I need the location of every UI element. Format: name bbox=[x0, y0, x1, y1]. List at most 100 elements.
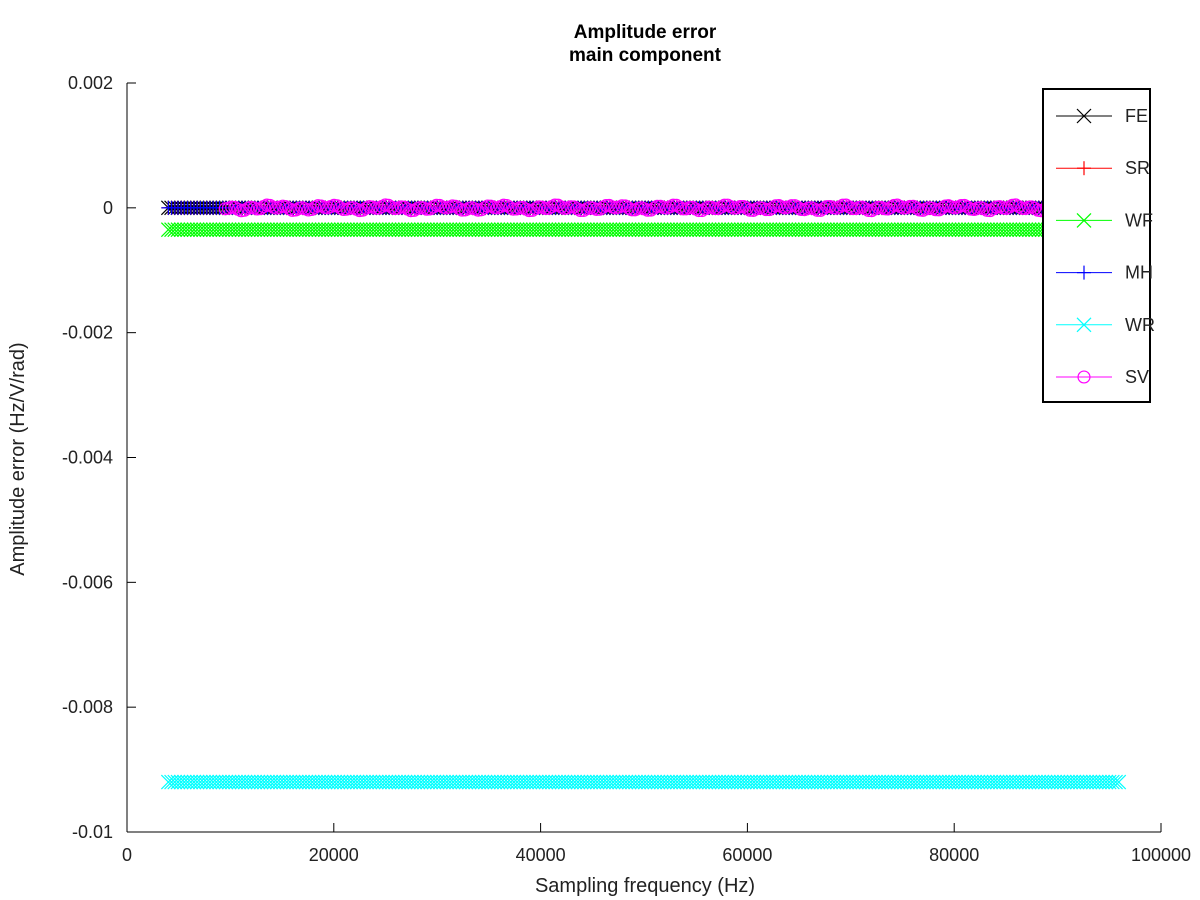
point-sv bbox=[740, 201, 754, 215]
legend: FE SR WF MH WR SV bbox=[1042, 88, 1155, 403]
legend-entry-wf: WF bbox=[1056, 210, 1153, 230]
point-sv bbox=[644, 203, 658, 217]
point-sv bbox=[356, 203, 370, 217]
legend-label: SV bbox=[1125, 367, 1149, 387]
point-sv bbox=[701, 200, 715, 214]
legend-label: WR bbox=[1125, 315, 1155, 335]
point-sv bbox=[596, 200, 610, 214]
point-sv bbox=[871, 200, 885, 215]
point-sv bbox=[836, 198, 850, 212]
series-wr bbox=[160, 774, 1127, 790]
point-sv bbox=[429, 198, 443, 212]
point-wr bbox=[1104, 774, 1120, 790]
point-sv bbox=[369, 201, 383, 215]
y-tick-label: 0.002 bbox=[68, 73, 113, 93]
point-sv bbox=[791, 200, 805, 215]
legend-label: MH bbox=[1125, 263, 1153, 283]
point-sv bbox=[785, 199, 799, 213]
legend-box bbox=[1042, 88, 1151, 403]
point-sv bbox=[765, 201, 779, 215]
point-sv bbox=[503, 200, 517, 215]
y-tick-label: -0.008 bbox=[62, 697, 113, 717]
point-sv bbox=[717, 198, 731, 212]
point-sv bbox=[986, 202, 1000, 216]
legend-label: SR bbox=[1125, 158, 1150, 178]
point-sv bbox=[551, 198, 565, 212]
point-sv bbox=[845, 202, 859, 216]
chart-subtitle: main component bbox=[569, 45, 722, 66]
point-sv bbox=[676, 202, 690, 216]
point-sv bbox=[708, 201, 722, 216]
point-sv bbox=[954, 199, 968, 213]
point-sv bbox=[817, 201, 831, 216]
point-sv bbox=[381, 198, 395, 212]
point-wr bbox=[1108, 774, 1123, 790]
point-sv bbox=[909, 201, 923, 215]
legend-marker bbox=[1076, 108, 1092, 124]
point-sv bbox=[714, 200, 728, 214]
point-sv bbox=[426, 200, 440, 214]
point-sv bbox=[858, 202, 872, 216]
point-sv bbox=[842, 200, 856, 214]
point-sv bbox=[1028, 201, 1042, 215]
x-tick-label: 20000 bbox=[309, 845, 359, 865]
legend-marker bbox=[1076, 212, 1092, 228]
point-sv bbox=[1002, 200, 1016, 214]
series-wf bbox=[160, 222, 1127, 238]
point-sv bbox=[452, 201, 466, 215]
point-sv bbox=[423, 202, 437, 216]
point-sv bbox=[810, 203, 824, 217]
point-sv bbox=[228, 200, 242, 215]
point-sv bbox=[961, 200, 975, 214]
legend-entry-sv: SV bbox=[1056, 367, 1149, 387]
point-sv bbox=[689, 202, 703, 216]
point-sv bbox=[513, 201, 527, 215]
point-sv bbox=[794, 202, 808, 217]
point-sv bbox=[407, 203, 421, 217]
point-sv bbox=[733, 200, 747, 214]
x-axis-label: Sampling frequency (Hz) bbox=[535, 875, 755, 897]
point-sv bbox=[474, 203, 488, 217]
point-sv bbox=[884, 200, 898, 214]
y-tick-label: -0.004 bbox=[62, 448, 113, 468]
point-sv bbox=[669, 198, 683, 212]
y-tick-label: -0.01 bbox=[72, 822, 113, 842]
point-sv bbox=[593, 202, 607, 216]
y-tick-label: -0.002 bbox=[62, 323, 113, 343]
point-sv bbox=[820, 200, 834, 214]
point-sv bbox=[330, 199, 344, 213]
point-sv bbox=[455, 203, 469, 217]
point-sv bbox=[449, 199, 463, 213]
legend-marker bbox=[1077, 161, 1091, 176]
point-sv bbox=[538, 201, 552, 215]
point-sv bbox=[548, 198, 562, 212]
point-sv bbox=[903, 199, 917, 213]
legend-label: FE bbox=[1125, 106, 1148, 126]
point-sv bbox=[743, 203, 757, 217]
point-wr bbox=[1111, 774, 1127, 790]
x-tick-label: 60000 bbox=[722, 845, 772, 865]
point-sv bbox=[525, 203, 539, 217]
point-sv bbox=[977, 202, 991, 216]
point-sv bbox=[833, 200, 847, 214]
x-tick-label: 40000 bbox=[516, 845, 566, 865]
point-sv bbox=[305, 202, 319, 217]
point-sv bbox=[567, 200, 581, 214]
point-sv bbox=[877, 202, 891, 216]
chart-title: Amplitude error bbox=[574, 22, 717, 43]
point-sv bbox=[570, 202, 584, 216]
point-sv bbox=[477, 201, 491, 215]
point-sv bbox=[397, 200, 411, 214]
point-sv bbox=[769, 199, 783, 213]
y-axis-label: Amplitude error (Hz/V/rad) bbox=[7, 342, 29, 575]
point-sv bbox=[673, 200, 687, 214]
x-tick-label: 80000 bbox=[929, 845, 979, 865]
point-sv bbox=[647, 201, 661, 215]
data-layer bbox=[160, 198, 1127, 790]
x-tick-label: 0 bbox=[122, 845, 132, 865]
point-sv bbox=[666, 198, 680, 212]
axes: 0.002 0 -0.002 -0.004 -0.006 -0.008 -0.01 0 2000… bbox=[62, 73, 1191, 865]
point-sv bbox=[813, 203, 827, 217]
point-sv bbox=[1015, 201, 1029, 215]
